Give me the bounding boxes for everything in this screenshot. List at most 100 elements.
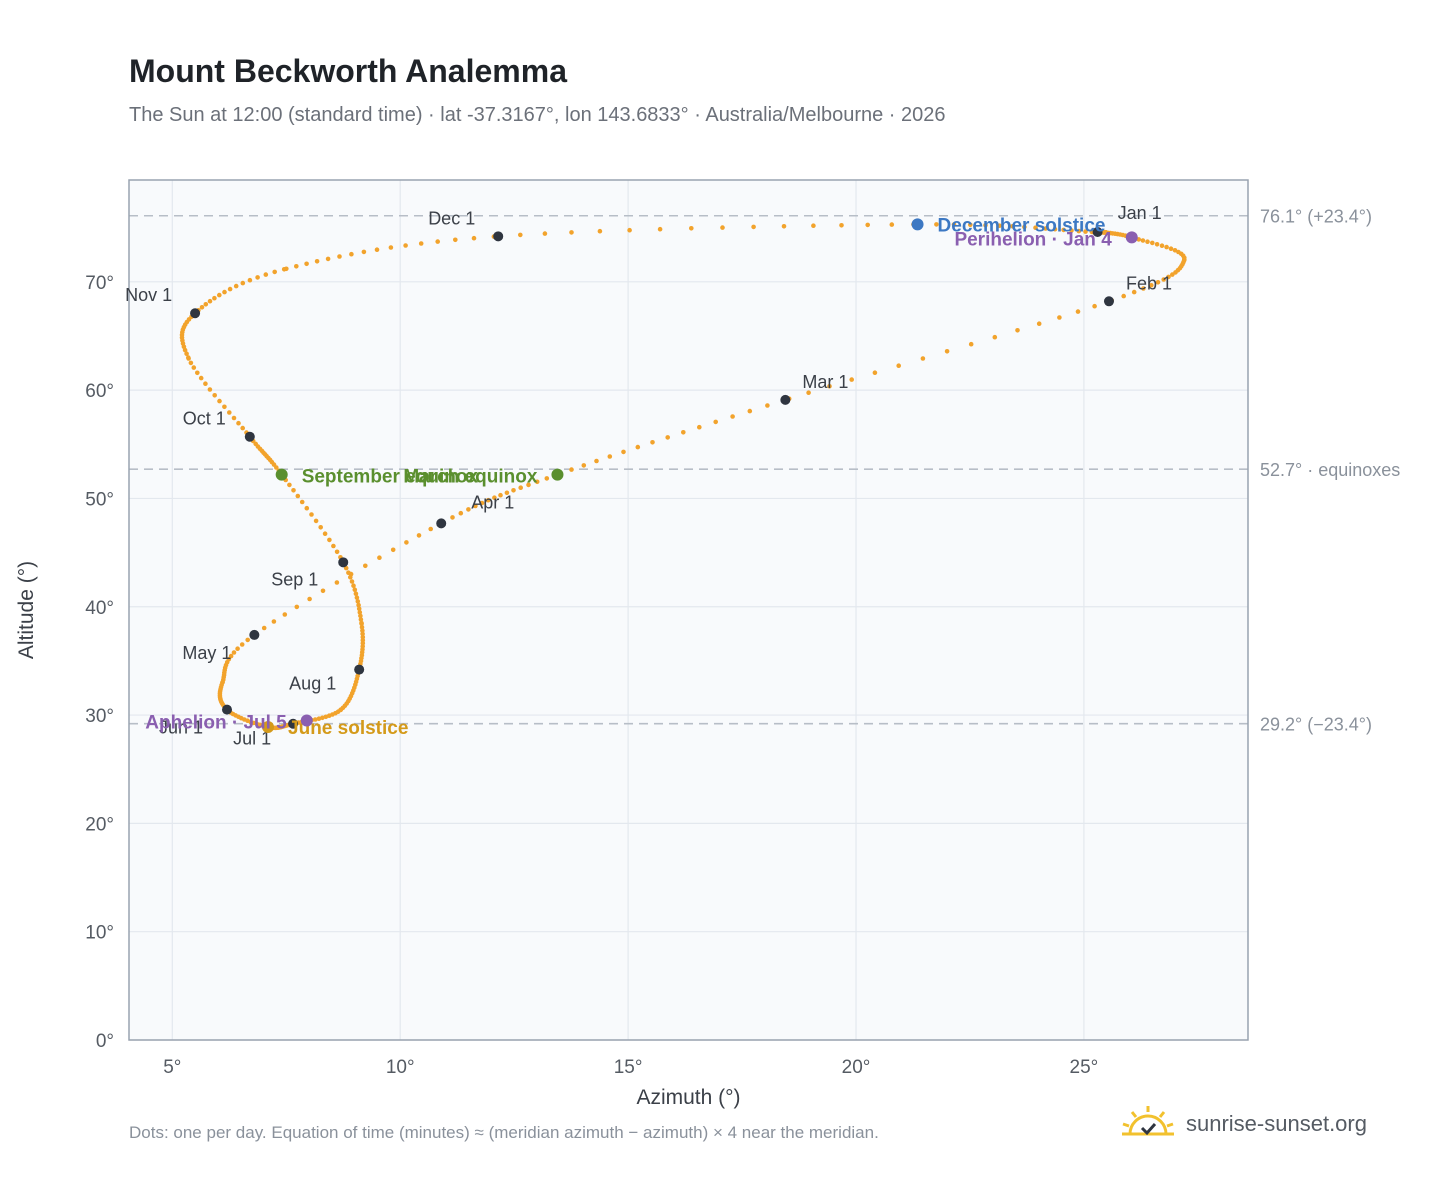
- day-dot: [951, 222, 957, 227]
- day-dot: [299, 499, 305, 505]
- day-dot: [1036, 321, 1042, 327]
- day-dot: [357, 610, 363, 615]
- day-dot: [934, 222, 939, 227]
- y-tick-label: 60°: [85, 381, 114, 402]
- day-dot: [247, 277, 253, 283]
- month-marker: [190, 308, 201, 319]
- month-label: Jun 1: [159, 718, 203, 738]
- day-dot: [968, 341, 974, 347]
- day-dot: [428, 526, 434, 532]
- brand[interactable]: sunrise-sunset.org: [1120, 1104, 1367, 1144]
- day-dot: [627, 227, 632, 233]
- event-label: March equinox: [403, 467, 538, 488]
- day-dot: [473, 503, 478, 509]
- day-dot: [231, 415, 237, 421]
- event-label: Aphelion · Jul 5: [145, 712, 287, 733]
- day-dot: [359, 624, 365, 630]
- day-dot: [261, 625, 267, 631]
- day-dot: [184, 351, 189, 357]
- day-dot: [304, 505, 310, 511]
- reference-lines: 76.1° (+23.4°) 52.7° · equinoxes 29.2° (−2…: [129, 207, 1400, 735]
- day-dot: [348, 574, 353, 580]
- day-dot: [983, 222, 988, 228]
- day-dot: [360, 628, 365, 633]
- day-dot: [511, 488, 516, 493]
- day-dot: [765, 403, 770, 408]
- day-dot: [1131, 289, 1137, 295]
- day-dot: [309, 512, 314, 517]
- day-dot: [997, 223, 1002, 228]
- day-dot: [569, 467, 574, 472]
- day-dot: [363, 563, 368, 569]
- day-dot: [1010, 224, 1015, 229]
- day-dot: [353, 591, 359, 596]
- x-tick-label: 5°: [163, 1057, 181, 1078]
- month-marker: [244, 431, 255, 442]
- day-dot: [404, 540, 409, 545]
- day-dot: [526, 482, 531, 488]
- day-dot: [635, 444, 641, 450]
- day-dot: [827, 384, 832, 389]
- month-label: Jul 1: [233, 729, 271, 749]
- day-dot: [316, 716, 322, 721]
- day-dot: [607, 454, 613, 459]
- y-tick-label: 20°: [85, 814, 114, 835]
- day-dot: [1043, 226, 1048, 231]
- day-dot: [747, 408, 753, 414]
- month-label: Nov 1: [125, 285, 172, 305]
- day-dot: [318, 525, 324, 530]
- y-tick-label: 0°: [96, 1031, 114, 1052]
- day-dot: [222, 289, 227, 295]
- day-dot: [542, 231, 548, 236]
- day-dot: [1033, 225, 1038, 230]
- day-dot: [188, 360, 194, 366]
- day-dot: [1150, 240, 1155, 246]
- day-dot: [657, 226, 663, 232]
- day-dot: [597, 228, 603, 234]
- month-markers: Jan 1 Feb 1 Mar 1 Apr 1 May 1 Jun 1 Jul 1 Aug 1…: [125, 203, 1172, 749]
- day-dot: [458, 510, 464, 516]
- day-dot: [337, 254, 342, 259]
- day-dot: [1057, 315, 1062, 320]
- month-label: Jan 1: [1118, 203, 1162, 223]
- month-label: Sep 1: [271, 569, 318, 589]
- month-label: Aug 1: [289, 674, 336, 694]
- day-dot: [1140, 238, 1146, 243]
- day-dot: [320, 588, 326, 594]
- day-dot: [713, 419, 718, 425]
- day-dot: [314, 259, 320, 264]
- day-dot: [453, 237, 458, 243]
- month-label: May 1: [182, 643, 231, 663]
- day-dot: [1154, 242, 1160, 247]
- day-dot: [594, 458, 599, 464]
- day-dot: [320, 715, 325, 721]
- day-dot: [1170, 272, 1175, 277]
- day-dot: [351, 583, 356, 588]
- day-dot: [356, 602, 361, 608]
- day-dot: [294, 604, 300, 610]
- day-dot: [271, 619, 277, 624]
- day-dot: [236, 420, 241, 426]
- day-dot: [720, 225, 725, 230]
- plot-area: [129, 180, 1248, 1040]
- day-dot: [212, 393, 217, 398]
- y-tick-label: 70°: [85, 273, 114, 294]
- day-dot: [304, 261, 309, 267]
- day-dot: [217, 398, 222, 404]
- day-dot: [1145, 239, 1150, 244]
- month-marker: [1103, 296, 1114, 307]
- day-dot: [295, 493, 301, 499]
- y-tick-label: 50°: [85, 489, 114, 510]
- day-dot: [307, 596, 312, 602]
- day-dot: [1161, 277, 1166, 282]
- day-dot: [390, 547, 396, 553]
- day-dot: [291, 488, 296, 493]
- x-tick-label: 10°: [386, 1057, 415, 1078]
- event-label: September equinox: [302, 467, 479, 488]
- day-dot: [849, 377, 854, 382]
- month-marker: [221, 704, 232, 715]
- day-dot: [1155, 280, 1161, 285]
- day-dot: [358, 617, 364, 622]
- month-label: Dec 1: [428, 208, 475, 228]
- event-marker: [262, 720, 275, 733]
